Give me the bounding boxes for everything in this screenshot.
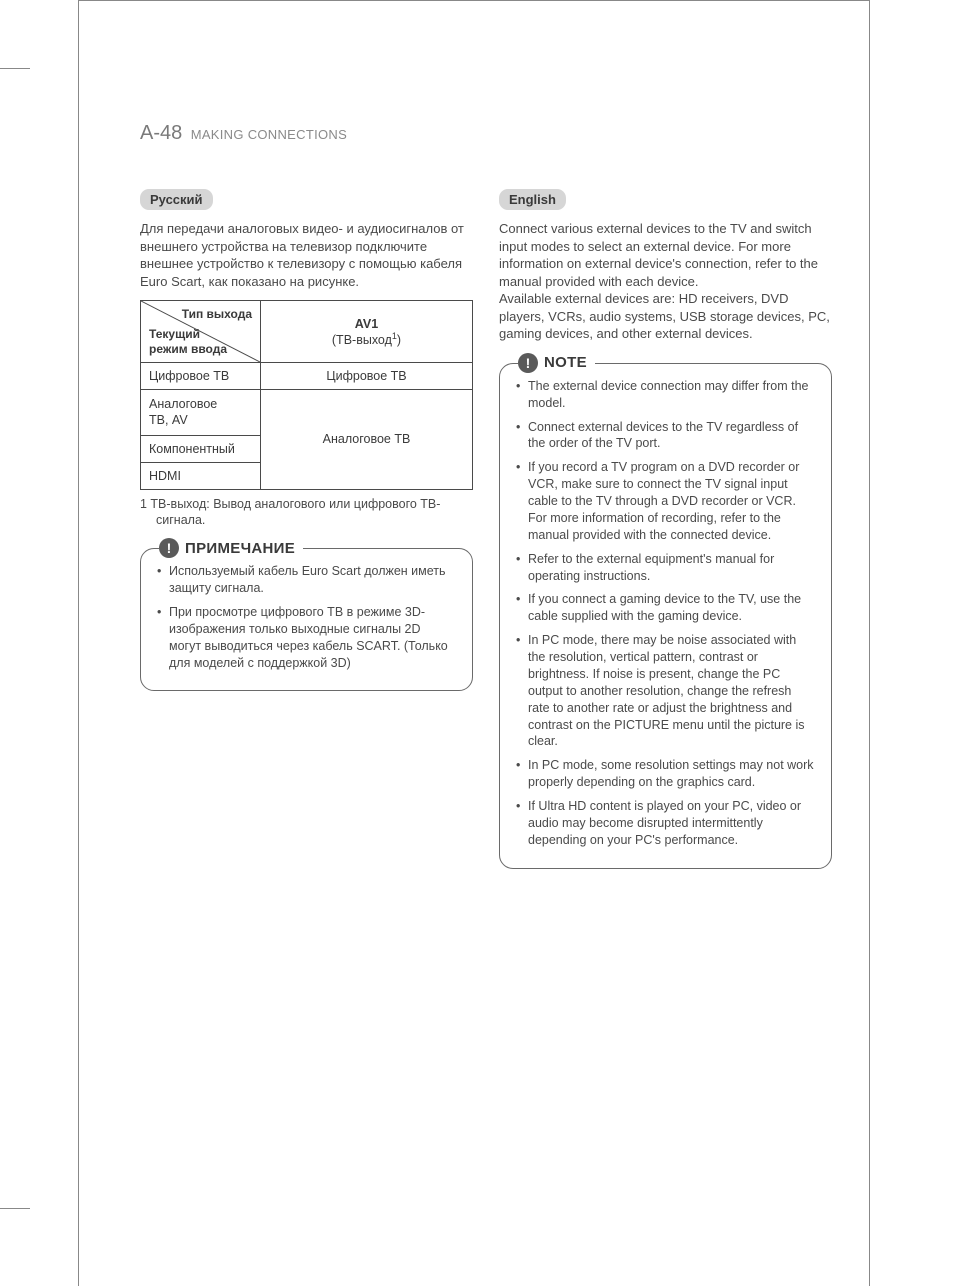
- note-item: The external device connection may diffe…: [516, 378, 815, 412]
- diag-top-label: Тип выхода: [182, 307, 252, 321]
- note-item: In PC mode, some resolution settings may…: [516, 757, 815, 791]
- table-row: Компонентный: [141, 435, 261, 462]
- intro-text-en-2: Available external devices are: HD recei…: [499, 290, 832, 343]
- note-item: При просмотре цифрового ТВ в режиме 3D-и…: [157, 604, 456, 672]
- diag-bottom-label: Текущийрежим ввода: [149, 327, 227, 356]
- note-item: Используемый кабель Euro Scart должен им…: [157, 563, 456, 597]
- col-header-av1: AV1 (ТВ-выход1): [261, 301, 473, 363]
- table-cell: Аналоговое ТВ: [261, 390, 473, 490]
- crop-mark: [0, 1208, 30, 1209]
- note-item: If you connect a gaming device to the TV…: [516, 591, 815, 625]
- output-table: Тип выхода Текущийрежим ввода AV1 (ТВ-вы…: [140, 300, 473, 490]
- table-diagonal-header: Тип выхода Текущийрежим ввода: [141, 301, 261, 363]
- page-number: A-48: [140, 122, 182, 144]
- exclamation-icon: !: [159, 538, 179, 558]
- intro-text-en-1: Connect various external devices to the …: [499, 220, 832, 290]
- language-tag-english: English: [499, 189, 566, 210]
- note-item: Connect external devices to the TV regar…: [516, 419, 815, 453]
- note-box-russian: ! ПРИМЕЧАНИЕ Используемый кабель Euro Sc…: [140, 548, 473, 691]
- note-item: Refer to the external equipment's manual…: [516, 551, 815, 585]
- page-header: A-48 MAKING CONNECTIONS: [140, 122, 832, 145]
- table-row: HDMI: [141, 462, 261, 489]
- table-row: АналоговоеТВ, AV: [141, 390, 261, 436]
- exclamation-icon: !: [518, 353, 538, 373]
- page-content: A-48 MAKING CONNECTIONS Русский Для пере…: [140, 122, 832, 869]
- page-title: MAKING CONNECTIONS: [191, 127, 347, 142]
- left-column: Русский Для передачи аналоговых видео- и…: [140, 189, 473, 869]
- right-column: English Connect various external devices…: [499, 189, 832, 869]
- crop-mark: [0, 68, 30, 69]
- note-item: In PC mode, there may be noise associate…: [516, 632, 815, 750]
- footnote: 1 ТВ-выход: Вывод аналогового или цифров…: [140, 496, 473, 529]
- table-cell: Цифровое ТВ: [261, 363, 473, 390]
- table-row: Цифровое ТВ: [141, 363, 261, 390]
- note-box-english: ! NOTE The external device connection ma…: [499, 363, 832, 869]
- page-border-left: [78, 0, 79, 1286]
- intro-text: Для передачи аналоговых видео- и аудиоси…: [140, 220, 473, 290]
- note-title: ПРИМЕЧАНИЕ: [185, 540, 295, 557]
- page-border-right: [869, 0, 870, 1286]
- note-item: If Ultra HD content is played on your PC…: [516, 798, 815, 849]
- col-header-sub: (ТВ-выход1): [332, 333, 401, 347]
- page-border-top: [78, 0, 870, 1]
- note-item: If you record a TV program on a DVD reco…: [516, 459, 815, 543]
- note-title: NOTE: [544, 354, 587, 371]
- language-tag-russian: Русский: [140, 189, 213, 210]
